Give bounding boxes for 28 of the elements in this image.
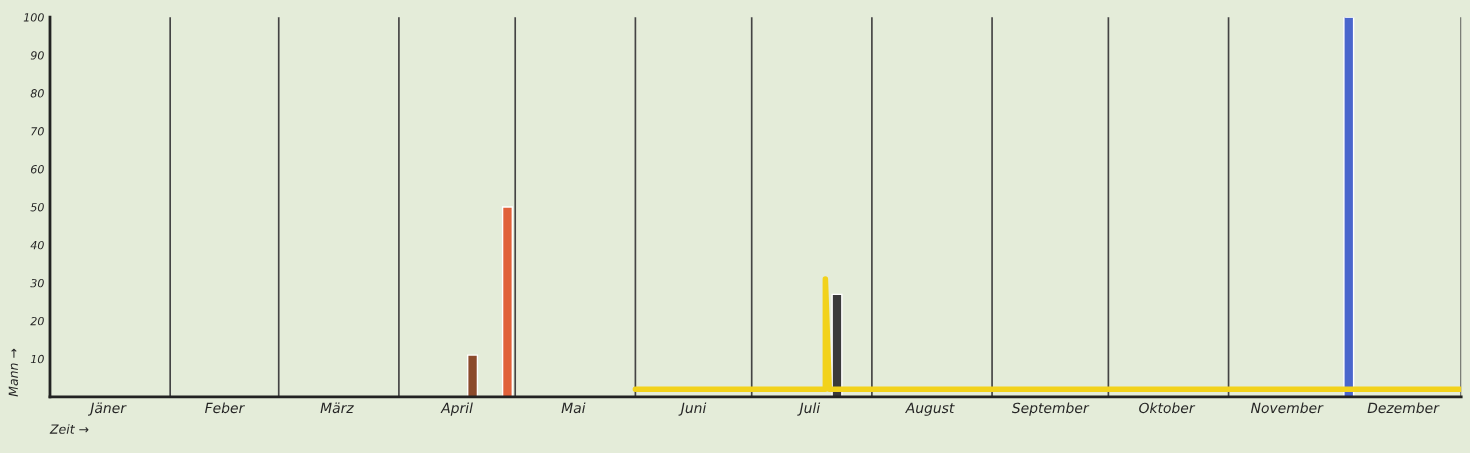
bar bbox=[467, 354, 479, 397]
bar bbox=[831, 293, 843, 397]
y-tick-label: 70 bbox=[31, 127, 44, 136]
y-tick-label: 100 bbox=[23, 13, 44, 22]
x-tick-label: Mai bbox=[561, 402, 586, 414]
x-tick-label: Juni bbox=[678, 402, 707, 416]
y-tick-label: 20 bbox=[30, 316, 44, 326]
y-tick-label: 40 bbox=[30, 240, 44, 250]
x-axis-title: Zeit → bbox=[49, 424, 89, 434]
x-tick-label: März bbox=[320, 402, 354, 414]
x-tick-label: Feber bbox=[205, 402, 245, 414]
x-tick-label: September bbox=[1011, 402, 1090, 416]
y-axis-title: Mann → bbox=[8, 348, 19, 397]
y-tick-label: 10 bbox=[30, 354, 44, 364]
x-tick-label: April bbox=[440, 402, 473, 416]
y-tick-label: 50 bbox=[30, 203, 44, 212]
x-tick-label: Oktober bbox=[1139, 402, 1196, 414]
x-tick-label: Dezember bbox=[1367, 402, 1440, 414]
y-tick-label: 90 bbox=[30, 51, 44, 60]
x-tick-label: November bbox=[1250, 402, 1324, 414]
x-tick-label: Jäner bbox=[88, 402, 127, 416]
y-tick-label: 60 bbox=[30, 165, 44, 174]
bar bbox=[501, 206, 513, 397]
y-tick-label: 80 bbox=[30, 89, 44, 98]
y-tick-label: 30 bbox=[30, 278, 44, 288]
bar bbox=[1343, 17, 1355, 397]
x-tick-label: Juli bbox=[797, 402, 821, 416]
x-tick-label: August bbox=[905, 402, 955, 416]
